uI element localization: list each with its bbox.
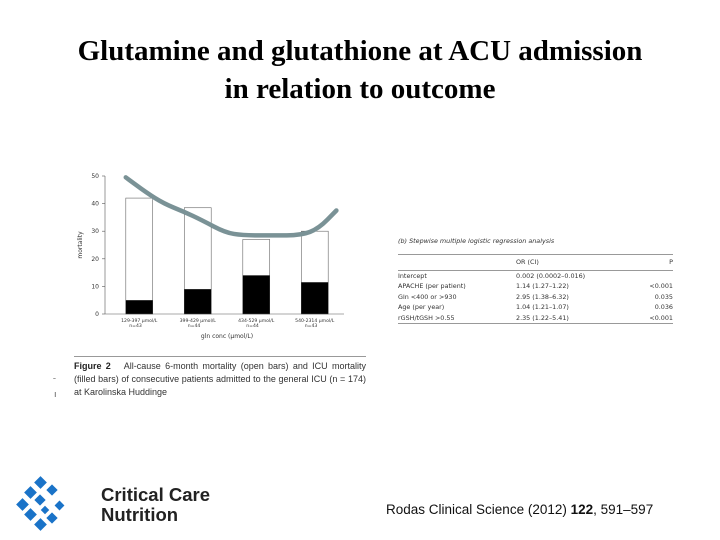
caption-rule xyxy=(74,356,366,357)
slide-title: Glutamine and glutathione at ACU admissi… xyxy=(0,32,720,108)
logo-mark-icon xyxy=(16,476,65,531)
bar-filled xyxy=(242,275,270,314)
table-cell: 2.95 (1.38–6.32) xyxy=(516,292,569,301)
title-line-2: in relation to outcome xyxy=(224,73,496,105)
x-tick-label-n: n=43 xyxy=(129,323,142,329)
y-tick-label: 20 xyxy=(91,256,99,263)
table-cell: 0.036 xyxy=(654,303,673,311)
regression-table: (b) Stepwise multiple logistic regressio… xyxy=(398,237,673,324)
logo-line-2: Nutrition xyxy=(101,504,179,525)
citation-journal: Clinical Science (2012) xyxy=(425,502,571,517)
citation: Rodas Clinical Science (2012) 122, 591–5… xyxy=(386,502,653,517)
table-cell: 0.035 xyxy=(654,292,673,301)
table-row: Intercept 0.002 (0.0002–0.016) xyxy=(398,271,673,282)
table-cell: rGSH/tGSH >0.55 xyxy=(398,313,455,322)
table-cell: APACHE (per patient) xyxy=(398,282,466,290)
citation-pages: , 591–597 xyxy=(593,502,654,517)
x-tick-label: 434-529 µmol/L xyxy=(238,318,275,324)
caption-figure-number: Figure 2 xyxy=(74,361,111,371)
y-tick-label: 30 xyxy=(91,228,99,235)
x-tick-label-n: n=44 xyxy=(188,323,201,329)
table-row: rGSH/tGSH >0.55 2.35 (1.22–5.41) <0.001 xyxy=(398,313,673,324)
table-row: Age (per year) 1.04 (1.21–1.07) 0.036 xyxy=(398,302,673,313)
y-tick-label: 40 xyxy=(91,201,99,208)
y-tick-label: 50 xyxy=(91,173,99,180)
y-tick-label: 0 xyxy=(95,311,99,318)
table-cell: 1.04 (1.21–1.07) xyxy=(516,303,569,311)
logo-line-1: Critical Care xyxy=(101,484,210,505)
title-line-1: Glutamine and glutathione at ACU admissi… xyxy=(77,35,643,67)
table-header-cell: P xyxy=(669,258,673,266)
table-header-row: OR (CI) P xyxy=(398,257,673,268)
table-cell: Gln <400 or >930 xyxy=(398,292,457,301)
citation-author: Rodas xyxy=(386,502,426,517)
table-cell: <0.001 xyxy=(649,282,673,290)
trend-line xyxy=(123,175,339,238)
y-axis-label: mortality xyxy=(77,231,84,259)
table-header-cell: OR (CI) xyxy=(516,258,539,266)
table-rule-bottom xyxy=(398,323,673,324)
table-cell: Intercept xyxy=(398,271,427,280)
table-cell: 1.14 (1.27–1.22) xyxy=(516,282,569,290)
table-rule-mid xyxy=(398,269,673,271)
x-tick-label-n: n=44 xyxy=(246,323,259,329)
x-tick-label-n: n=43 xyxy=(305,323,318,329)
citation-volume: 122 xyxy=(570,502,594,517)
bar-open xyxy=(125,197,154,315)
x-tick-label: 540-2314 µmol/L xyxy=(295,318,335,324)
table-cell: <0.001 xyxy=(649,313,673,322)
x-tick-label: 399-429 µmol/L xyxy=(180,318,217,324)
x-tick-label: 129-397 µmol/L xyxy=(121,318,158,324)
table-cell: Age (per year) xyxy=(398,303,445,311)
y-tick-label: 10 xyxy=(91,283,99,290)
table-row: APACHE (per patient) 1.14 (1.27–1.22) <0… xyxy=(398,281,673,292)
table-cell: 0.002 (0.0002–0.016) xyxy=(516,271,586,280)
bar-filled xyxy=(125,300,153,314)
x-axis-label: gln conc (µmol/L) xyxy=(201,333,253,340)
caption-marker-2: ı xyxy=(54,389,57,399)
table-cell: 2.35 (1.22–5.41) xyxy=(516,313,569,322)
table-row: Gln <400 or >930 2.95 (1.38–6.32) 0.035 xyxy=(398,292,673,303)
caption-text: All-cause 6-month mortality (open bars) … xyxy=(74,361,366,397)
table-rule-top xyxy=(398,254,673,255)
logo-wordmark: Critical Care Nutrition xyxy=(101,485,210,525)
critical-care-nutrition-logo xyxy=(16,476,65,531)
bar-filled xyxy=(301,282,329,314)
table-title: (b) Stepwise multiple logistic regressio… xyxy=(398,237,555,245)
figure-caption: Figure 2 All-cause 6-month mortality (op… xyxy=(74,360,366,399)
bar-filled xyxy=(184,289,212,314)
caption-marker: ˉ xyxy=(53,376,56,386)
table-header-cell xyxy=(398,257,516,268)
table-cell xyxy=(626,271,673,282)
